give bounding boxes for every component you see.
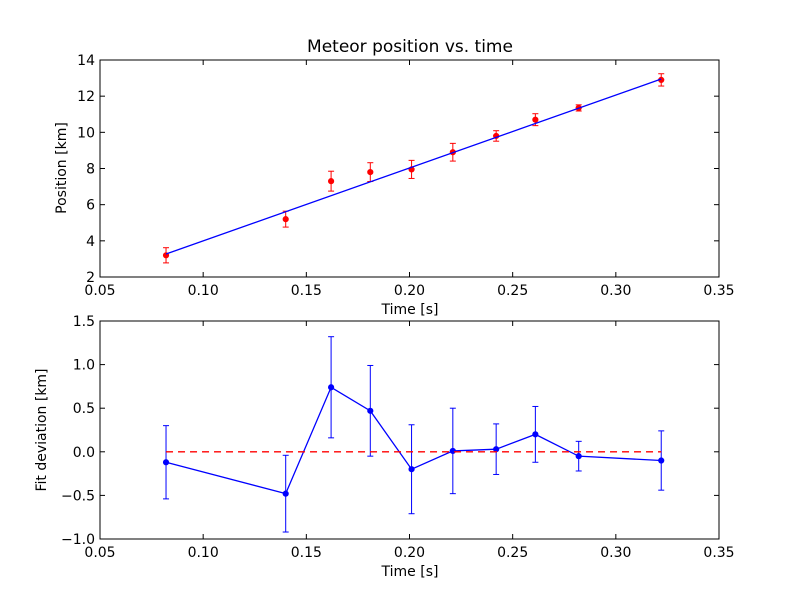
x-tick-label: 0.35 — [703, 545, 734, 561]
y-tick-label: 14 — [77, 53, 95, 69]
x-tick-label: 0.20 — [394, 545, 425, 561]
data-point — [282, 490, 289, 497]
y-tick-label: 0.0 — [73, 445, 95, 461]
x-tick-label: 0.05 — [84, 283, 115, 299]
x-tick-label: 0.20 — [394, 283, 425, 299]
x-tick-label: 0.35 — [703, 283, 734, 299]
x-tick-label: 0.25 — [497, 283, 528, 299]
x-tick-label: 0.05 — [84, 545, 115, 561]
data-point — [449, 447, 456, 455]
y-axis: 2 4 6 8 10 12 14 — [77, 53, 719, 286]
y-axis: −1.0 −0.5 0.0 0.5 1.0 1.5 — [61, 314, 719, 548]
data-point — [575, 453, 582, 460]
plot-area — [162, 73, 665, 264]
data-point — [282, 216, 289, 223]
x-axis-label: Time [s] — [381, 302, 439, 318]
y-tick-label: −1.0 — [61, 532, 95, 548]
x-tick-label: 0.30 — [600, 283, 631, 299]
y-tick-label: 4 — [86, 234, 95, 250]
y-tick-label: 1.5 — [73, 314, 95, 330]
y-tick-label: 10 — [77, 125, 95, 141]
data-point — [162, 459, 170, 466]
x-tick-label: 0.25 — [497, 545, 528, 561]
y-tick-label: 2 — [86, 270, 95, 286]
y-tick-label: 12 — [77, 89, 95, 105]
data-point — [327, 178, 335, 185]
x-tick-label: 0.15 — [291, 545, 322, 561]
fit-line — [165, 78, 662, 255]
x-tick-label: 0.10 — [188, 283, 219, 299]
x-tick-label: 0.30 — [600, 545, 631, 561]
deviation-series-line — [165, 386, 662, 495]
x-tick-label: 0.15 — [291, 283, 322, 299]
data-point — [532, 116, 539, 123]
chart-title: Meteor position vs. time — [307, 37, 513, 57]
y-tick-label: 0.5 — [73, 401, 95, 417]
data-point — [532, 431, 539, 438]
x-axis: 0.05 0.10 0.15 0.20 0.25 0.30 0.35 — [84, 321, 735, 561]
y-axis-label: Position [km] — [54, 122, 70, 214]
y-tick-label: 1.0 — [73, 358, 95, 374]
data-point — [327, 384, 335, 391]
plot-area — [162, 336, 665, 533]
y-axis-label: Fit deviation [km] — [34, 368, 50, 491]
data-point — [408, 466, 415, 473]
x-axis: 0.05 0.10 0.15 0.20 0.25 0.30 0.35 — [84, 60, 735, 299]
data-point — [493, 446, 500, 453]
y-tick-label: −0.5 — [61, 488, 95, 504]
y-tick-label: 8 — [86, 162, 95, 178]
x-axis-label: Time [s] — [381, 564, 439, 580]
position-chart-panel: Meteor position vs. time 0.05 0.10 0.15 0.2… — [54, 37, 735, 318]
deviation-chart-panel: 0.05 0.10 0.15 0.20 0.25 0.30 0.35 −1.0−0.50.0… — [34, 314, 735, 580]
x-tick-label: 0.10 — [188, 545, 219, 561]
data-point — [367, 407, 374, 414]
data-point — [367, 169, 374, 176]
y-tick-label: 6 — [86, 198, 95, 214]
data-point — [658, 457, 665, 464]
